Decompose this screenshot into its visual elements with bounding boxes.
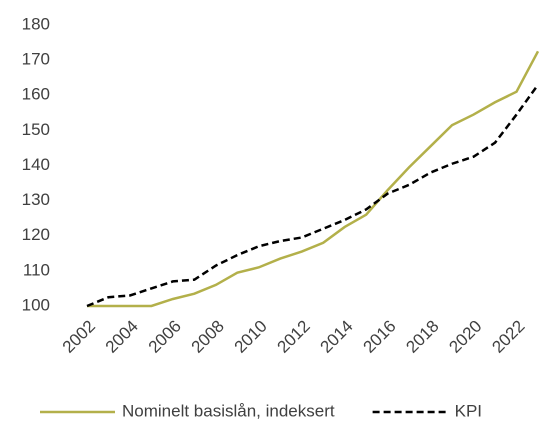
x-tick-label: 2022 [488,317,528,357]
x-tick-label: 2020 [445,317,485,357]
y-tick-label: 150 [22,120,50,139]
legend-label: KPI [455,401,482,420]
x-tick-label: 2010 [231,317,271,357]
y-tick-label: 100 [22,295,50,314]
x-tick-label: 2008 [188,317,228,357]
x-tick-label: 2018 [402,317,442,357]
series-line [86,83,540,308]
y-tick-label: 180 [22,14,50,33]
y-tick-label: 140 [22,155,50,174]
y-tick-label: 170 [22,50,50,69]
x-tick-label: 2006 [145,317,185,357]
x-tick-label: 2002 [59,317,99,357]
y-tick-label: 110 [23,260,50,279]
x-tick-label: 2016 [359,317,399,357]
x-tick-label: 2014 [317,317,357,357]
y-tick-label: 120 [22,225,50,244]
y-tick-label: 130 [22,190,50,209]
y-tick-label: 160 [22,85,50,104]
legend-label: Nominelt basislån, indeksert [122,401,335,420]
x-tick-label: 2004 [102,317,142,357]
x-tick-label: 2012 [274,317,314,357]
series-line [87,50,540,308]
